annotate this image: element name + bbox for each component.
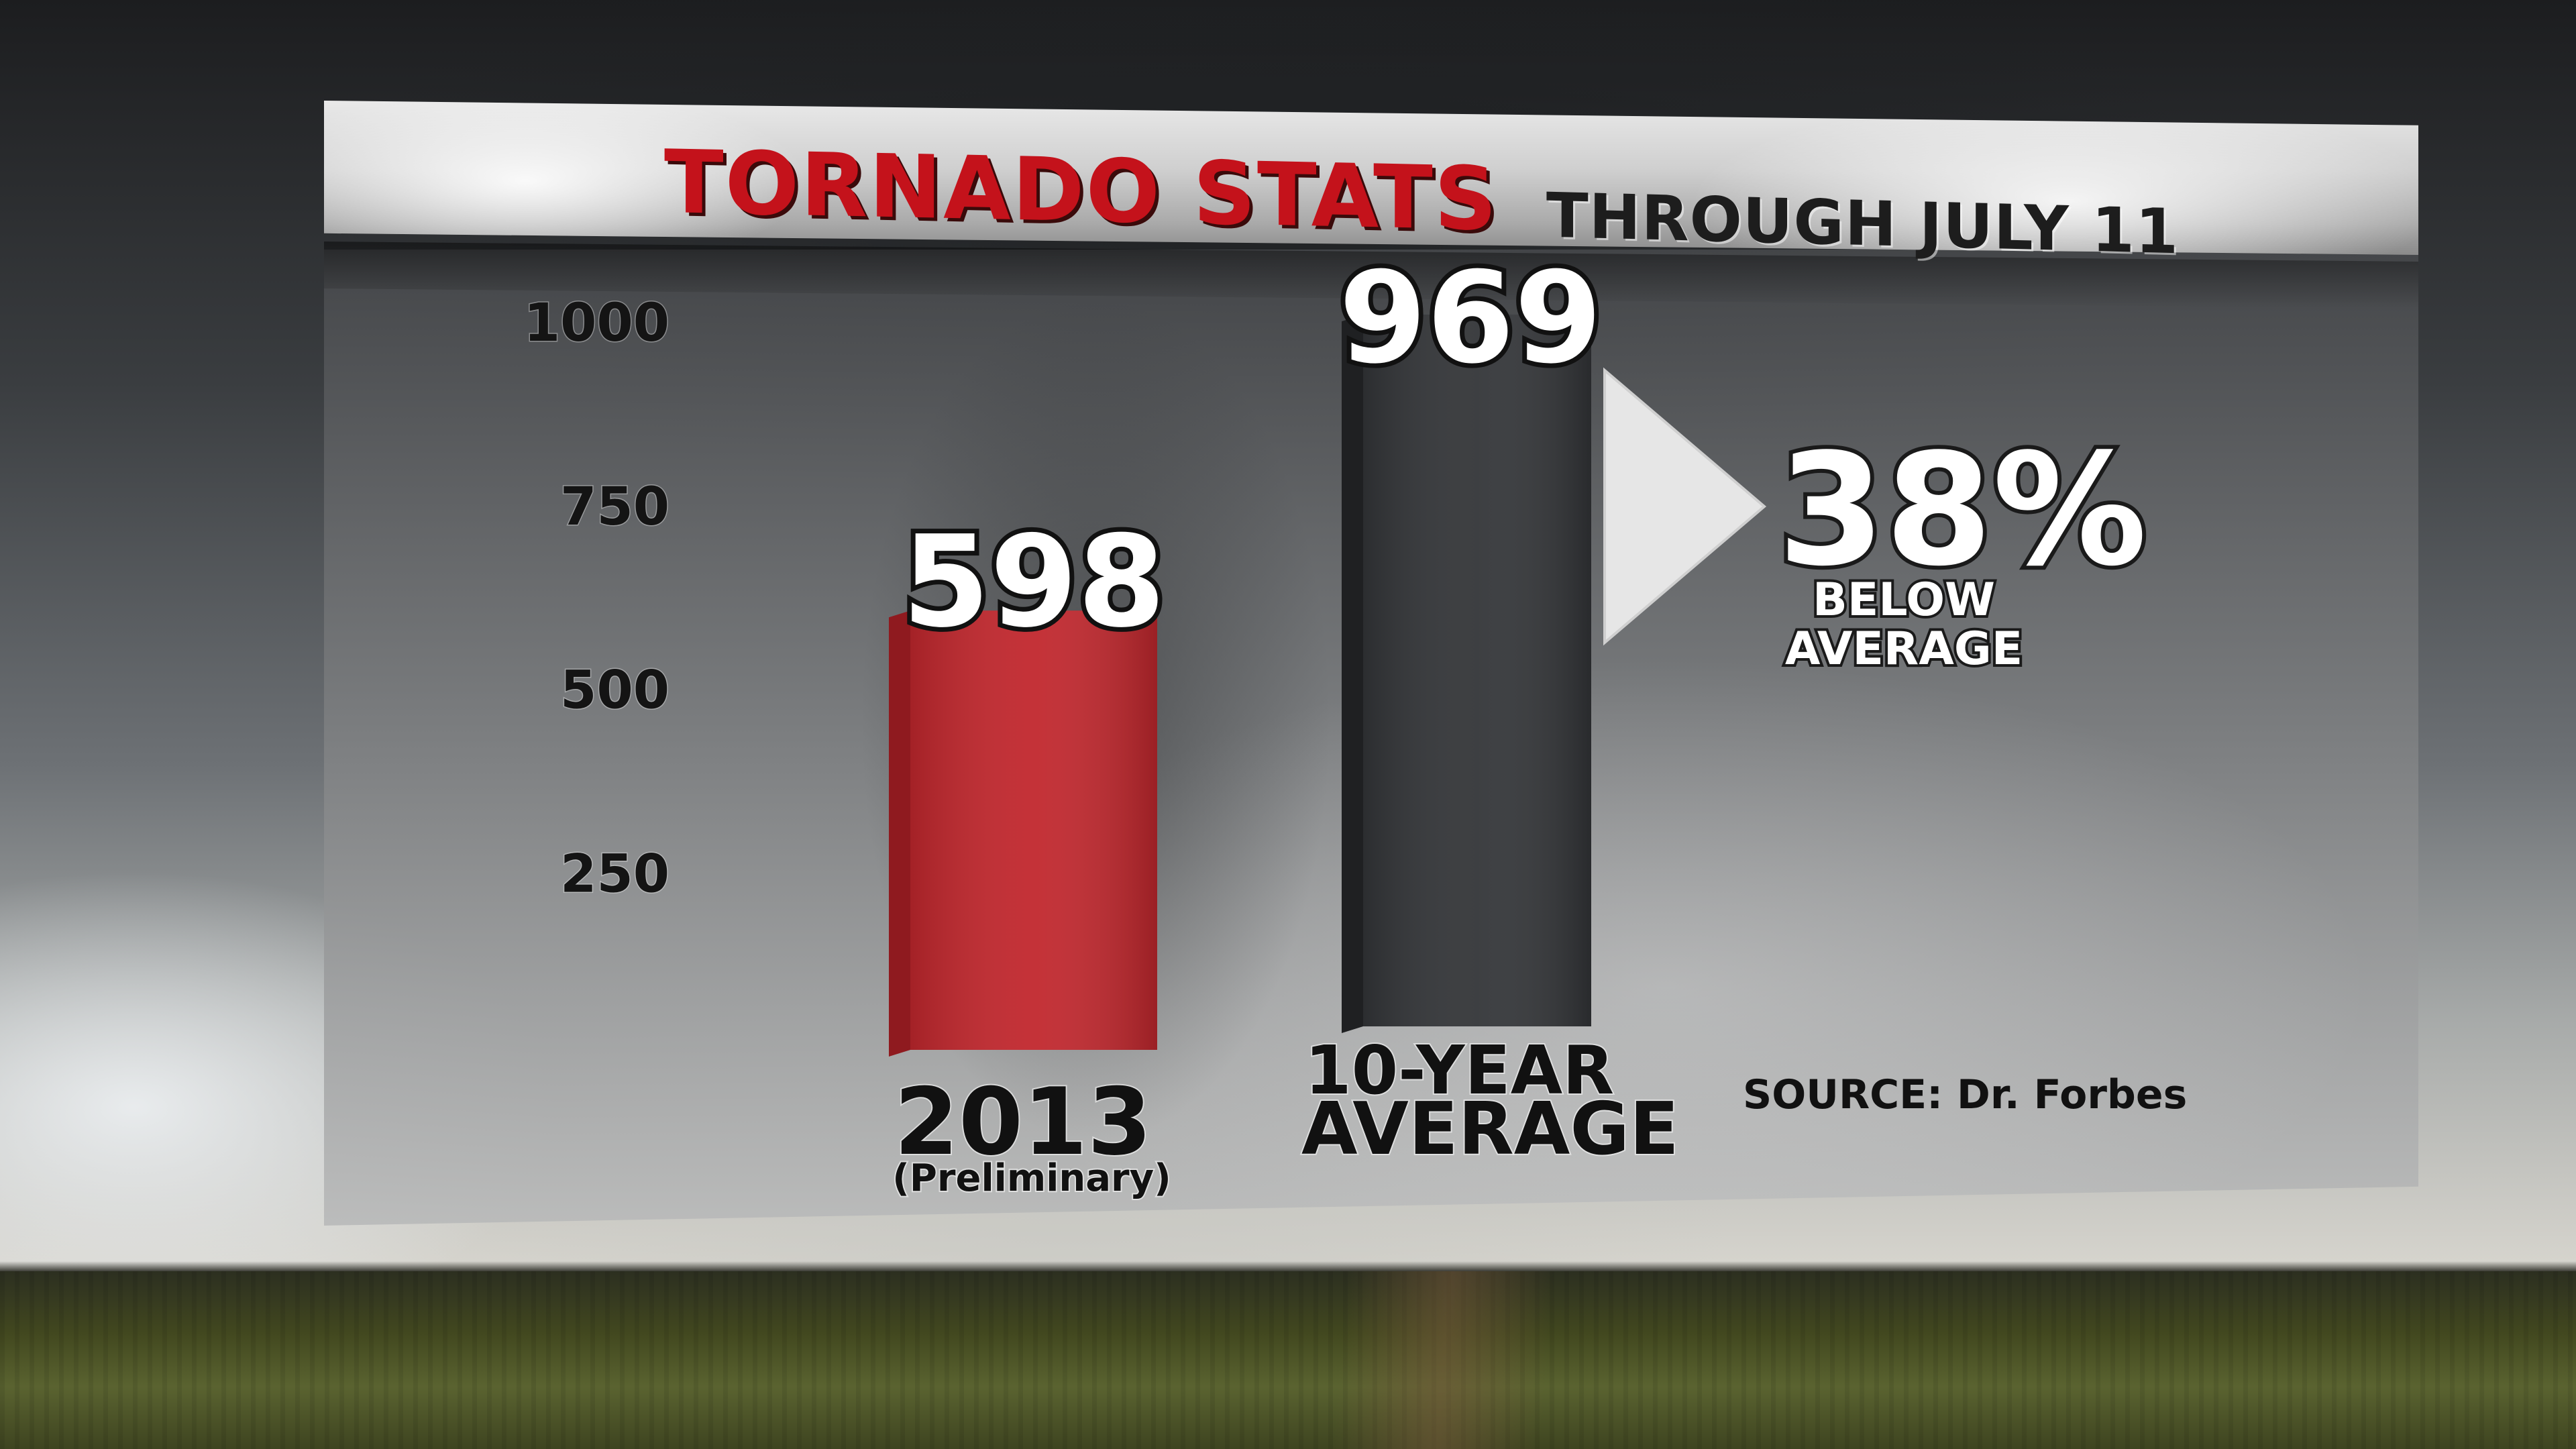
data-label: 598 [902, 508, 1165, 655]
category-label: AVERAGE [1301, 1087, 1679, 1171]
play-arrow-icon [1603, 367, 1767, 646]
bar-shine-1 [1363, 314, 1591, 1026]
category-note: (Preliminary) [892, 1157, 1171, 1200]
title-bar [324, 101, 2418, 255]
field-ground [0, 1271, 2576, 1449]
data-labels: 598 969 [898, 240, 1607, 660]
source-note: SOURCE: Dr. Forbes [1743, 1071, 2187, 1118]
y-axis-ticks: 250 500 750 1000 [523, 292, 670, 906]
y-tick-label: 250 [560, 844, 669, 904]
bar-shine-0 [910, 610, 1157, 1050]
bars [889, 314, 1591, 1057]
percent-value: 38% [1778, 421, 2147, 600]
data-label: 969 [1339, 245, 1602, 392]
percent-text-line2: AVERAGE [1785, 623, 2023, 676]
bar-side-0 [889, 610, 910, 1057]
percent-text-line1: BELOW [1813, 574, 1995, 627]
y-tick-label: 1000 [524, 293, 669, 354]
category-label: 2013 [894, 1068, 1152, 1176]
y-tick-label: 500 [560, 661, 669, 721]
y-tick-label: 750 [560, 477, 669, 537]
category-label: 10-YEAR [1305, 1031, 1614, 1110]
bar-side-1 [1342, 314, 1363, 1033]
